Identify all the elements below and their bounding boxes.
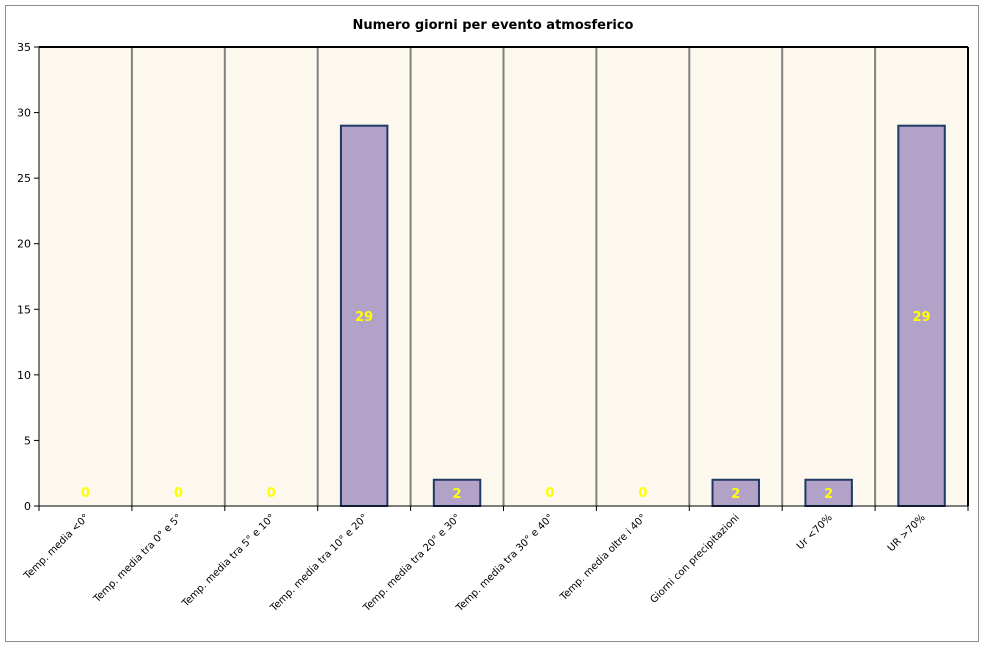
data-label: 0 — [545, 486, 554, 501]
data-label: 2 — [824, 487, 833, 502]
bar — [339, 124, 389, 508]
data-label: 0 — [81, 486, 90, 501]
x-tick-label: UR >70% — [886, 512, 928, 554]
y-axis-ticks: 0 5 10 15 20 25 30 35 — [17, 41, 39, 513]
chart-title: Numero giorni per evento atmosferico — [353, 18, 634, 33]
data-label: 29 — [355, 310, 373, 325]
y-tick-label: 25 — [17, 172, 31, 185]
y-tick-label: 10 — [17, 369, 31, 382]
y-tick-label: 35 — [17, 41, 31, 54]
data-label: 0 — [638, 486, 647, 501]
data-label: 0 — [174, 486, 183, 501]
bar — [804, 478, 853, 507]
data-labels: 0 0 0 29 2 0 0 2 2 29 — [81, 310, 931, 502]
x-tick-label: Temp. media tra 0° e 5° — [91, 512, 184, 605]
data-label: 2 — [453, 487, 462, 502]
x-tick-label: Giorni con precipitazioni — [648, 512, 741, 605]
y-tick-label: 5 — [24, 434, 31, 447]
x-axis-ticks: Temp. media <0° Temp. media tra 0° e 5°Te… — [22, 506, 969, 615]
x-tick-label: Temp. media tra 30° e 40° — [454, 512, 556, 614]
y-tick-label: 30 — [17, 107, 31, 120]
x-tick-label: Temp. media <0° — [22, 512, 92, 582]
data-label: 2 — [731, 487, 740, 502]
x-tick-label: Ur <70% — [795, 512, 835, 552]
data-label: 29 — [913, 310, 931, 325]
bars — [339, 124, 946, 508]
y-tick-label: 0 — [24, 500, 31, 513]
x-tick-label: Temp. media oltre i 40° — [558, 512, 649, 603]
x-tick-label: Temp. media tra 5° e 10° — [180, 512, 278, 610]
y-tick-label: 15 — [17, 303, 31, 316]
data-label: 0 — [267, 486, 276, 501]
category-separators — [130, 47, 877, 506]
x-tick-label: Temp. media tra 10° e 20° — [268, 512, 370, 614]
y-tick-label: 20 — [17, 238, 31, 251]
x-tick-label: Temp. media tra 20° e 30° — [361, 512, 463, 614]
